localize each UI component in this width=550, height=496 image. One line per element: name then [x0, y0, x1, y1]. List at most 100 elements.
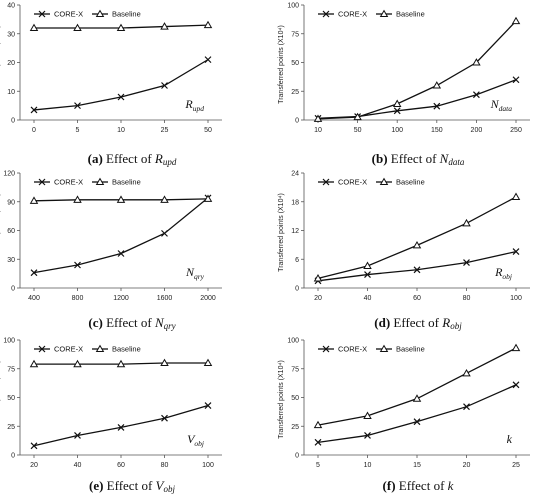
x-tick-label: 200 [471, 127, 483, 134]
data-point-core-x [433, 102, 441, 110]
data-point-core-x [512, 381, 520, 389]
data-point-baseline [160, 195, 169, 203]
data-point-core-x [161, 82, 168, 89]
data-point-core-x [30, 106, 38, 114]
chart-panel: 0 10 20 30 40 0 5 10 25 50 Transferred points (X10… [0, 3, 222, 167]
data-point-baseline [116, 359, 126, 368]
variable-label-sub: upd [193, 104, 205, 113]
data-point-baseline [29, 23, 39, 32]
data-point-baseline [313, 420, 323, 429]
x-tick-label: 150 [431, 127, 443, 134]
series-line-core-x [317, 79, 517, 119]
data-point-core-x [413, 418, 421, 426]
y-tick-label: 100 [3, 338, 15, 345]
legend-label-baseline: Baseline [112, 10, 141, 19]
series-line-baseline [317, 20, 517, 120]
data-point-baseline [511, 343, 521, 352]
y-tick-label: 40 [7, 3, 15, 10]
y-tick-label: 30 [7, 31, 15, 38]
legend-label-core-x: CORE-X [54, 345, 83, 354]
data-point-baseline [203, 20, 213, 29]
data-point-baseline [412, 240, 422, 249]
data-point-baseline [511, 192, 521, 201]
caption-var-main: V [156, 478, 166, 493]
chart-panel: 0 25 50 75 100 10 50 100 150 200 250 Transferred po… [278, 3, 530, 167]
y-tick-label: 120 [3, 171, 15, 178]
series-line-core-x [317, 384, 517, 443]
x-tick-label: 20 [314, 295, 322, 302]
variable-label: k [507, 432, 513, 446]
x-tick-label: 50 [354, 127, 362, 134]
legend-label-core-x: CORE-X [54, 178, 83, 187]
caption-var-main: k [448, 478, 454, 493]
data-point-core-x [364, 432, 371, 439]
y-tick-label: 25 [291, 89, 299, 96]
chart-panel: 0 25 50 75 100 20 40 60 80 100 Transferred points … [0, 338, 222, 494]
y-tick-label: 30 [7, 257, 15, 264]
legend-label-core-x: CORE-X [338, 345, 367, 354]
x-tick-label: 60 [117, 462, 125, 469]
legend-marker-core-x [38, 10, 46, 18]
caption-letter: (b) [372, 151, 388, 166]
data-point-core-x [117, 93, 125, 101]
legend-label-baseline: Baseline [112, 345, 141, 354]
y-tick-label: 0 [295, 453, 299, 460]
caption: (b) Effect of Ndata [372, 151, 465, 167]
caption-var-main: N [439, 151, 450, 166]
caption-var-sub: qry [164, 321, 176, 331]
data-point-baseline [29, 359, 39, 368]
y-axis-label: Transferred points (X10⁴) [278, 25, 285, 104]
y-tick-label: 50 [291, 60, 299, 67]
chart-panel: 0 25 50 75 100 5 10 15 20 25 Transferred points (X… [278, 338, 530, 493]
series-line-core-x [317, 250, 517, 282]
variable-label: Vobj [187, 432, 204, 448]
caption-text: Effect of [106, 151, 152, 166]
y-tick-label: 100 [287, 338, 299, 345]
legend-label-core-x: CORE-X [338, 178, 367, 187]
data-point-core-x [204, 56, 212, 64]
data-point-core-x [30, 442, 38, 450]
y-tick-label: 0 [295, 118, 299, 125]
caption-text: Effect of [391, 151, 437, 166]
y-tick-label: 0 [295, 286, 299, 293]
y-tick-label: 50 [7, 395, 15, 402]
caption: (f) Effect of k [383, 478, 454, 493]
y-tick-label: 0 [11, 286, 15, 293]
y-axis-label: Transferred points (X10⁴) [0, 25, 1, 104]
data-point-baseline [432, 81, 442, 89]
variable-label-sub: qry [194, 272, 205, 281]
legend-label-baseline: Baseline [396, 178, 425, 187]
x-tick-label: 40 [364, 295, 372, 302]
data-point-baseline [160, 358, 169, 367]
data-point-core-x [393, 107, 401, 115]
y-tick-label: 6 [295, 257, 299, 264]
variable-label-main: N [490, 97, 500, 111]
x-tick-label: 250 [510, 127, 522, 134]
data-point-core-x [30, 269, 38, 277]
data-point-core-x [74, 261, 81, 269]
data-point-baseline [116, 23, 126, 32]
variable-label: Ndata [490, 97, 513, 113]
chart-panel: 0 6 12 18 24 20 40 60 80 100 Transferred points (X… [278, 171, 530, 331]
caption-letter: (a) [88, 151, 103, 166]
data-point-core-x [117, 423, 125, 431]
legend-marker-core-x [322, 10, 330, 18]
variable-label-main: R [494, 265, 503, 279]
legend-marker-baseline [379, 344, 389, 353]
y-tick-label: 75 [291, 31, 299, 38]
legend-marker-core-x [38, 345, 46, 353]
data-point-baseline [73, 195, 82, 203]
y-tick-label: 75 [7, 366, 15, 373]
variable-label-sub: obj [502, 272, 512, 281]
legend-marker-baseline [379, 9, 389, 18]
x-tick-label: 5 [316, 462, 320, 469]
data-point-baseline [353, 112, 362, 121]
legend-label-baseline: Baseline [396, 345, 425, 354]
legend-label-baseline: Baseline [112, 178, 141, 187]
caption-letter: (f) [383, 478, 396, 493]
y-tick-label: 100 [287, 3, 299, 10]
caption-text: Effect of [399, 478, 445, 493]
caption-letter: (d) [374, 315, 390, 330]
legend-marker-core-x [322, 178, 330, 186]
x-tick-label: 80 [463, 295, 471, 302]
